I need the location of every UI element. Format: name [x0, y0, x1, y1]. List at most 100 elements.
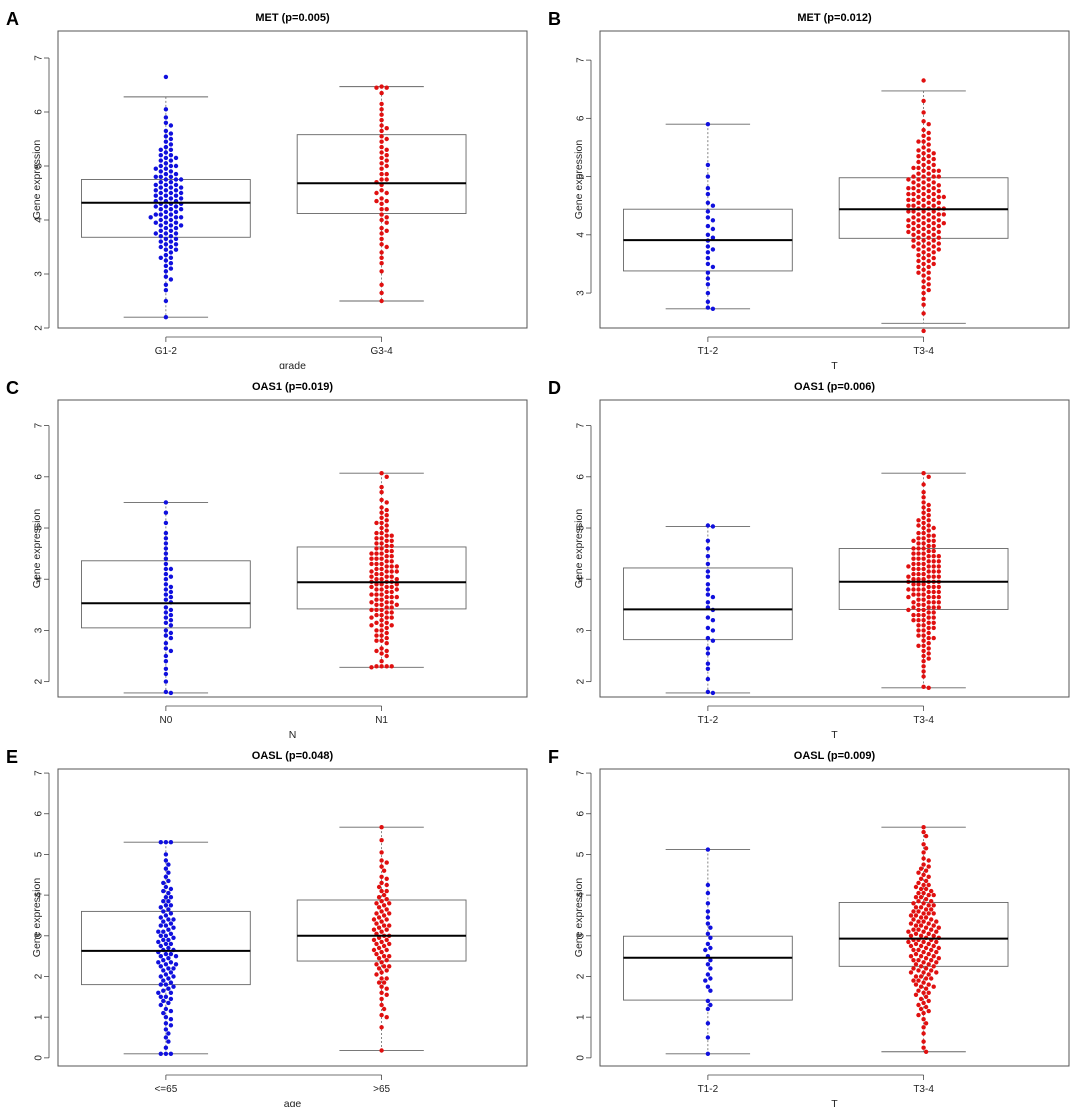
data-point: [163, 188, 169, 193]
data-point: [387, 964, 392, 969]
data-point: [931, 151, 936, 156]
data-point: [705, 569, 711, 574]
data-point: [369, 574, 374, 579]
plot-frame-c: [57, 399, 528, 698]
data-point: [916, 607, 921, 613]
data-point: [705, 931, 711, 936]
data-point: [379, 1025, 384, 1030]
data-point: [163, 1015, 169, 1020]
data-point: [389, 559, 394, 564]
data-point: [168, 123, 174, 128]
data-point: [916, 177, 921, 182]
data-point: [710, 264, 716, 270]
data-point: [163, 247, 169, 252]
data-point: [926, 982, 931, 987]
data-point: [379, 515, 384, 520]
data-point: [931, 943, 936, 949]
data-point: [178, 185, 184, 190]
data-point: [168, 212, 174, 217]
data-point: [173, 188, 179, 193]
data-point: [163, 546, 169, 551]
data-point: [374, 571, 379, 577]
data-point: [168, 623, 174, 628]
data-point: [931, 554, 936, 559]
data-point: [926, 892, 931, 898]
x-tick-label: T3-4: [913, 1084, 934, 1095]
data-point: [906, 929, 911, 934]
y-tick-label: 7: [34, 770, 45, 776]
data-point: [931, 221, 936, 226]
data-point: [911, 947, 916, 953]
data-point: [921, 653, 926, 659]
data-point: [168, 921, 174, 926]
data-point: [705, 223, 711, 229]
data-point: [921, 592, 926, 597]
data-point: [374, 962, 379, 967]
data-point: [918, 876, 924, 881]
data-point: [708, 935, 713, 940]
data-point: [158, 982, 163, 987]
data-point: [929, 907, 934, 912]
data-point: [163, 1051, 169, 1056]
data-point: [931, 162, 936, 168]
data-point: [374, 602, 379, 607]
data-point: [168, 142, 174, 147]
data-point: [931, 911, 936, 916]
data-point: [931, 244, 936, 249]
data-point: [918, 964, 924, 969]
data-point: [379, 858, 384, 863]
y-tick-label: 6: [34, 474, 45, 480]
data-point: [163, 628, 169, 633]
data-point: [163, 161, 169, 166]
data-point: [705, 554, 711, 559]
plot-frame-a: [57, 30, 528, 329]
data-point: [379, 546, 384, 551]
data-point: [921, 648, 926, 654]
data-point: [926, 554, 931, 559]
data-point: [379, 909, 384, 914]
data-point: [161, 937, 166, 943]
data-point: [931, 594, 936, 600]
data-point: [168, 169, 174, 174]
data-point: [376, 945, 382, 951]
data-point: [168, 990, 174, 995]
y-axis-label-d: Gene expression: [573, 509, 585, 589]
data-point: [379, 188, 384, 193]
data-point: [921, 669, 926, 674]
data-point: [916, 978, 921, 983]
data-point: [379, 939, 384, 945]
data-point: [158, 239, 163, 244]
data-point: [379, 571, 384, 577]
data-point: [906, 186, 911, 191]
data-point: [926, 911, 931, 916]
data-point: [911, 571, 916, 577]
data-point: [929, 899, 934, 904]
data-point: [379, 225, 384, 231]
data-point: [384, 648, 389, 654]
data-point: [916, 194, 921, 200]
data-point: [161, 968, 166, 973]
data-point: [921, 505, 926, 510]
data-point: [918, 905, 924, 910]
data-point: [389, 564, 394, 569]
data-point: [168, 277, 174, 282]
data-point: [173, 163, 179, 169]
data-point: [379, 566, 384, 572]
data-point: [921, 226, 926, 232]
data-point: [918, 895, 924, 900]
data-point: [936, 554, 941, 559]
data-point: [906, 229, 911, 235]
data-point: [379, 101, 384, 107]
data-point: [916, 880, 921, 886]
data-point: [911, 612, 916, 618]
data-point: [163, 500, 169, 505]
data-point: [911, 618, 916, 623]
data-point: [168, 217, 174, 223]
data-point: [369, 623, 374, 628]
plot-frame-e: [57, 768, 528, 1067]
data-point: [163, 913, 169, 918]
data-point: [934, 919, 939, 924]
data-point: [926, 523, 931, 528]
data-point: [389, 543, 394, 549]
data-point: [918, 886, 924, 892]
